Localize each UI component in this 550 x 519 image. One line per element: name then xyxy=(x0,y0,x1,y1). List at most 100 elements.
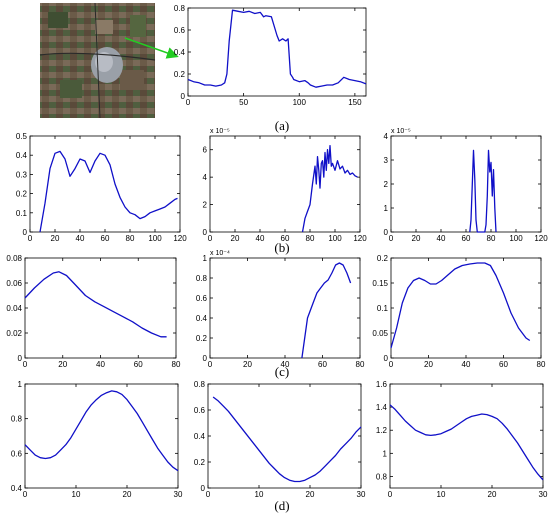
y-tick-label: 0 xyxy=(384,228,389,237)
y-tick-label: 0.8 xyxy=(196,274,208,283)
x-tick-label: 0 xyxy=(388,490,393,499)
y-tick-label: 0.1 xyxy=(377,304,389,313)
plot-frame xyxy=(24,383,179,489)
x-tick-label: 20 xyxy=(412,234,421,243)
y-tick-label: 0.6 xyxy=(194,406,206,415)
y-tick-label: 0.5 xyxy=(16,132,28,141)
plot-frame xyxy=(187,7,367,97)
y-tick-label: 0.4 xyxy=(196,314,208,323)
y-tick-label: 0.4 xyxy=(11,484,23,493)
y-tick-label: 0.2 xyxy=(377,254,389,263)
x-tick-label: 80 xyxy=(306,234,315,243)
panel-label-c: (c) xyxy=(275,364,289,379)
plot-frame xyxy=(209,135,361,233)
chart-c2: 0 20 40 60 80 0 0.2 0.4 0.6 0.8 1x 10⁻⁴ xyxy=(196,250,365,369)
x-tick-label: 80 xyxy=(356,360,365,369)
axis-exponent-label: x 10⁻⁵ xyxy=(391,128,411,135)
series-line xyxy=(24,390,179,472)
y-tick-label: 1.4 xyxy=(376,403,388,412)
series-line xyxy=(301,262,352,359)
y-tick-label: 6 xyxy=(203,146,208,155)
chart-a: 0 50 100 150 0 0.2 0.4 0.6 0.8 xyxy=(174,4,367,107)
series-line xyxy=(24,271,167,338)
chart-d1: 0 10 20 30 0.4 0.6 0.8 1 xyxy=(11,380,183,499)
x-tick-label: 10 xyxy=(72,490,81,499)
y-tick-label: 4 xyxy=(203,173,208,182)
x-tick-label: 0 xyxy=(208,234,213,243)
y-tick-label: 3 xyxy=(384,156,389,165)
satellite-image xyxy=(39,2,156,119)
y-tick-label: 0.4 xyxy=(174,48,186,57)
y-tick-label: 0.6 xyxy=(11,449,23,458)
x-tick-label: 20 xyxy=(243,360,252,369)
x-tick-label: 40 xyxy=(462,360,471,369)
plot-frame xyxy=(29,135,181,233)
chart-d3: 0 10 20 30 0.8 1 1.2 1.4 1.6 xyxy=(376,380,548,499)
chart-c3: 0 20 40 60 80 0 0.05 0.1 0.15 0.2 xyxy=(372,254,546,369)
y-tick-label: 1.6 xyxy=(376,380,388,389)
y-tick-label: 0.04 xyxy=(6,304,22,313)
y-tick-label: 0.15 xyxy=(372,279,388,288)
y-tick-label: 0 xyxy=(181,92,186,101)
x-tick-label: 100 xyxy=(293,98,307,107)
arrow-pointer xyxy=(124,37,179,59)
series-line xyxy=(187,9,367,88)
y-tick-label: 0.4 xyxy=(194,432,206,441)
x-tick-label: 0 xyxy=(389,234,394,243)
x-tick-label: 10 xyxy=(255,490,264,499)
x-tick-label: 150 xyxy=(348,98,362,107)
series-line xyxy=(469,149,497,233)
x-tick-label: 120 xyxy=(173,234,187,243)
plot-frame xyxy=(390,257,542,359)
x-tick-label: 120 xyxy=(534,234,548,243)
x-tick-label: 40 xyxy=(96,360,105,369)
y-tick-label: 1 xyxy=(384,204,389,213)
x-tick-label: 60 xyxy=(281,234,290,243)
y-tick-label: 0.6 xyxy=(196,294,208,303)
y-tick-label: 0 xyxy=(384,354,389,363)
x-tick-label: 80 xyxy=(487,234,496,243)
panel-label-a: (a) xyxy=(275,118,289,133)
x-tick-label: 20 xyxy=(424,360,433,369)
plot-frame xyxy=(24,257,177,359)
series-line xyxy=(390,262,531,349)
chart-d2: 0 10 20 30 0 0.2 0.4 0.6 0.8 xyxy=(194,380,366,499)
y-tick-label: 1 xyxy=(383,449,388,458)
series-line xyxy=(301,144,358,233)
y-tick-label: 0.4 xyxy=(16,151,28,160)
x-tick-label: 40 xyxy=(437,234,446,243)
series-line xyxy=(212,396,362,483)
x-tick-label: 120 xyxy=(353,234,367,243)
axis-exponent-label: x 10⁻⁴ xyxy=(210,250,230,257)
x-tick-label: 40 xyxy=(256,234,265,243)
x-tick-label: 20 xyxy=(123,490,132,499)
y-tick-label: 0.06 xyxy=(6,279,22,288)
x-tick-label: 0 xyxy=(28,234,33,243)
y-tick-label: 0.8 xyxy=(194,380,206,389)
y-tick-label: 0.8 xyxy=(11,415,23,424)
y-tick-label: 0.2 xyxy=(196,334,208,343)
x-tick-label: 0 xyxy=(208,360,213,369)
x-tick-label: 30 xyxy=(174,490,183,499)
x-tick-label: 100 xyxy=(328,234,342,243)
y-tick-label: 0.3 xyxy=(16,170,28,179)
y-tick-label: 1 xyxy=(203,254,208,263)
y-tick-label: 0.6 xyxy=(174,26,186,35)
panel-label-d: (d) xyxy=(274,498,289,513)
y-tick-label: 0 xyxy=(23,228,28,237)
y-tick-label: 0.1 xyxy=(16,209,28,218)
x-tick-label: 80 xyxy=(172,360,181,369)
plot-frame xyxy=(207,383,362,489)
y-tick-label: 2 xyxy=(384,180,389,189)
y-tick-label: 0.08 xyxy=(6,254,22,263)
x-tick-label: 20 xyxy=(488,490,497,499)
y-tick-label: 0 xyxy=(201,484,206,493)
y-tick-label: 2 xyxy=(203,201,208,210)
x-tick-label: 80 xyxy=(126,234,135,243)
y-tick-label: 0 xyxy=(18,354,23,363)
y-tick-label: 0 xyxy=(203,228,208,237)
y-tick-label: 0.8 xyxy=(174,4,186,13)
x-tick-label: 40 xyxy=(281,360,290,369)
x-tick-label: 60 xyxy=(499,360,508,369)
